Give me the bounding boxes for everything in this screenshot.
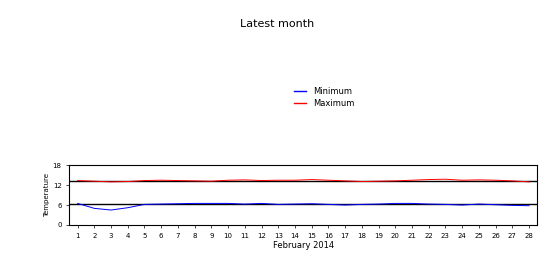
Text: Latest month: Latest month [240, 19, 314, 29]
Legend: Minimum, Maximum: Minimum, Maximum [293, 85, 356, 109]
X-axis label: February 2014: February 2014 [273, 241, 334, 250]
Y-axis label: Temperature: Temperature [44, 173, 50, 217]
